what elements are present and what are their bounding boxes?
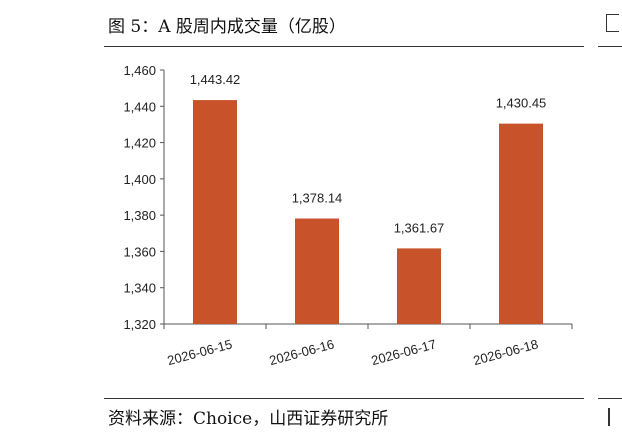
y-tick-label: 1,340 bbox=[123, 281, 156, 296]
bar bbox=[193, 100, 237, 324]
y-tick-label: 1,440 bbox=[123, 99, 156, 114]
y-tick-label: 1,420 bbox=[123, 136, 156, 151]
title-rule bbox=[104, 46, 584, 47]
bar bbox=[397, 248, 441, 324]
y-tick-label: 1,320 bbox=[123, 317, 156, 332]
next-figure-rule bbox=[598, 46, 622, 47]
bar-value-label: 1,443.42 bbox=[190, 72, 241, 87]
y-tick-label: 1,360 bbox=[123, 244, 156, 259]
next-figure-source-fragment bbox=[608, 408, 618, 426]
figure-title: 图 5：A 股周内成交量（亿股） bbox=[108, 17, 346, 37]
x-category-label: 2026-06-16 bbox=[268, 336, 336, 368]
y-tick-label: 1,380 bbox=[123, 208, 156, 223]
bar bbox=[295, 218, 339, 324]
bar-value-label: 1,430.45 bbox=[496, 96, 547, 111]
x-category-label: 2026-06-17 bbox=[370, 336, 438, 368]
bar-value-label: 1,378.14 bbox=[292, 191, 343, 206]
source-rule bbox=[104, 398, 584, 399]
next-figure-title-fragment bbox=[606, 14, 619, 32]
y-tick-label: 1,400 bbox=[123, 172, 156, 187]
source-note: 资料来源：Choice，山西证券研究所 bbox=[108, 409, 389, 429]
bar-value-label: 1,361.67 bbox=[394, 220, 445, 235]
bar bbox=[499, 123, 543, 324]
next-figure-source-rule bbox=[598, 398, 622, 399]
x-category-label: 2026-06-15 bbox=[166, 336, 234, 368]
x-category-label: 2026-06-18 bbox=[472, 336, 540, 368]
y-tick-label: 1,460 bbox=[123, 63, 156, 78]
